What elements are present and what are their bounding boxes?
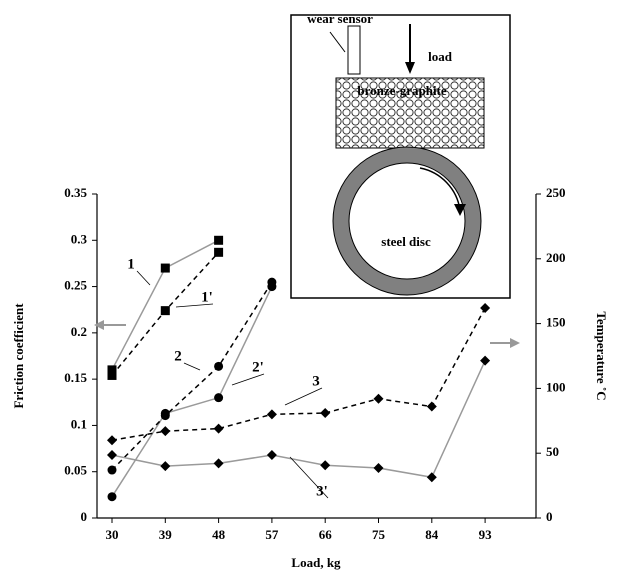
x-tick-label: 30 [106,527,119,542]
series-line [111,286,273,498]
load-head [405,62,415,74]
label-leader [175,303,214,308]
y2-tick-label: 50 [546,444,559,459]
diamond-marker [107,450,117,461]
diamond-marker [160,461,171,472]
label-leader [289,456,329,499]
bronze-block [335,77,485,149]
disc-inner [348,162,466,280]
left-arrow [94,320,126,330]
right-arrow [490,338,520,348]
series-line [111,360,486,479]
y-tick-label: 0.1 [71,416,87,431]
square-marker [107,370,117,380]
diamond-marker [373,393,384,404]
y2-tick-label: 100 [546,379,566,394]
diamond-marker [373,463,384,474]
diamond-marker [480,355,491,366]
label-leader [231,373,265,386]
diamond-marker [320,408,331,419]
circle-marker [214,361,224,371]
rotation-head [454,204,466,216]
series-label: 3 [312,373,320,389]
disc-label: steel disc [381,234,431,249]
diamond-marker [480,303,491,314]
label-leader [284,387,323,406]
y2-tick-label: 250 [546,185,566,200]
circle-marker [160,411,170,421]
y-tick-label: 0.2 [71,324,87,339]
y-axis-title: Friction coefficient [11,303,26,409]
series-line [111,307,486,441]
y2-tick-label: 200 [546,250,566,265]
y-tick-label: 0.35 [64,185,87,200]
circle-marker [267,277,277,287]
square-marker [214,247,224,257]
x-tick-label: 93 [479,527,493,542]
x-axis-title: Load, kg [291,555,341,570]
circle-marker [214,393,224,403]
diamond-marker [266,409,277,420]
y2-tick-label: 0 [546,509,553,524]
square-marker [160,306,170,316]
x-tick-label: 75 [372,527,386,542]
y-tick-label: 0.25 [64,278,87,293]
sensor [347,25,361,75]
series-label: 2' [252,359,264,375]
x-tick-label: 57 [265,527,279,542]
diamond-marker [320,460,331,471]
label-leader [136,270,151,286]
x-tick-label: 66 [319,527,333,542]
diamond-marker [107,435,117,446]
series-line [111,281,273,471]
series-label: 1 [127,256,135,272]
y-tick-label: 0.3 [71,231,88,246]
load-label: load [428,49,453,64]
series-label: 3' [316,483,328,499]
inset: wear sensor load bronze-graphite steel d… [290,11,511,299]
circle-marker [107,492,117,502]
y-tick-label: 0.15 [64,370,87,385]
square-marker [160,263,170,273]
diamond-marker [266,450,277,461]
label-leader [183,362,201,371]
diamond-marker [213,458,224,469]
circle-marker [107,465,117,475]
diamond-marker [160,426,171,437]
sensor-label: wear sensor [307,11,373,26]
sensor-pointer [329,31,346,53]
square-marker [107,365,117,375]
square-marker [214,235,224,245]
material-label: bronze-graphite [357,83,447,98]
rotation-arrow [419,167,461,211]
diamond-marker [426,401,437,412]
y-tick-label: 0 [81,509,88,524]
series-label: 1' [201,289,213,305]
y-tick-label: 0.05 [64,463,87,478]
x-tick-label: 84 [425,527,439,542]
diamond-marker [213,423,224,434]
x-tick-label: 39 [159,527,173,542]
y2-axis-title: Temperature ˚C [594,311,609,400]
series-label: 2 [174,348,182,364]
diamond-marker [426,472,437,483]
y2-tick-label: 150 [546,315,566,330]
x-tick-label: 48 [212,527,226,542]
